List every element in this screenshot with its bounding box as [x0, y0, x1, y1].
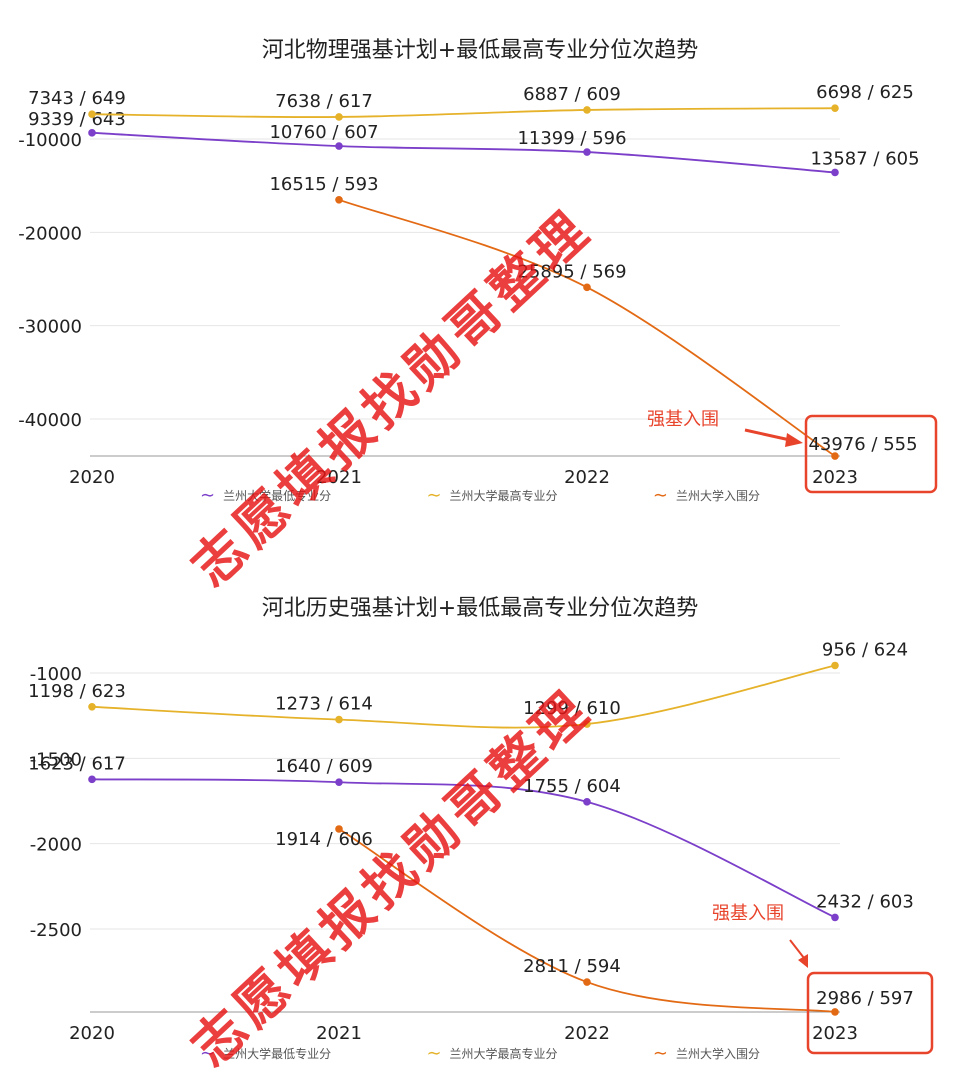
data-label: 1755 / 604	[523, 776, 621, 797]
legend-label: 兰州大学最低专业分	[223, 489, 332, 503]
data-label: 7638 / 617	[275, 91, 373, 112]
x-tick-label: 2023	[812, 467, 858, 488]
legend-item-admit[interactable]: ∼ 兰州大学入围分	[652, 1042, 760, 1064]
callout-arrowhead	[798, 954, 808, 968]
data-label: 1914 / 606	[275, 829, 373, 850]
legend-item-max[interactable]: ∼ 兰州大学最高专业分	[426, 484, 558, 506]
data-label: 2811 / 594	[523, 956, 621, 977]
legend-item-admit[interactable]: ∼ 兰州大学入围分	[652, 484, 760, 506]
data-label: 43976 / 555	[808, 434, 917, 455]
callout-arrow	[744, 428, 791, 442]
data-label: 1623 / 617	[28, 753, 126, 774]
x-tick-label: 2021	[316, 1023, 362, 1044]
legend: ∼ 兰州大学最低专业分 ∼ 兰州大学最高专业分 ∼ 兰州大学入围分	[200, 1042, 760, 1064]
data-point	[831, 168, 839, 177]
data-point	[583, 798, 591, 806]
data-label: 7343 / 649	[28, 88, 126, 109]
data-point	[583, 720, 591, 728]
callout-box	[804, 414, 938, 494]
legend-label: 兰州大学最低专业分	[223, 1047, 332, 1061]
data-point	[335, 825, 343, 833]
chart-title: 河北历史强基计划+最低最高专业分位次趋势	[261, 596, 699, 621]
series-line	[91, 131, 836, 174]
data-label: 6698 / 625	[816, 82, 914, 103]
data-label: 6887 / 609	[523, 84, 621, 105]
data-point	[583, 148, 591, 156]
legend-label: 兰州大学入围分	[675, 489, 760, 503]
data-point	[831, 1008, 839, 1016]
legend-swatch-icon: ∼	[652, 1042, 668, 1064]
data-point	[88, 110, 96, 119]
x-tick-label: 2022	[564, 467, 610, 488]
y-tick-label: -1500	[30, 749, 82, 770]
data-point	[335, 715, 343, 724]
legend-label: 兰州大学最高专业分	[449, 489, 558, 503]
data-point	[335, 196, 343, 204]
legend-swatch-icon: ∼	[426, 1042, 442, 1064]
data-point	[335, 113, 343, 121]
legend-label: 兰州大学最高专业分	[449, 1047, 558, 1061]
data-label: 9339 / 643	[28, 109, 126, 130]
x-tick-label: 2021	[316, 467, 362, 488]
legend-item-min[interactable]: ∼ 兰州大学最低专业分	[200, 484, 332, 506]
x-tick-label: 2020	[69, 467, 115, 488]
data-label: 1299 / 610	[523, 698, 621, 719]
data-label: 1273 / 614	[275, 694, 373, 715]
y-tick-label: -2000	[30, 835, 82, 856]
data-point	[88, 129, 96, 137]
data-point	[335, 142, 343, 150]
legend-label: 兰州大学入围分	[675, 1047, 760, 1061]
legend-swatch-icon: ∼	[652, 484, 668, 506]
x-tick-label: 2020	[69, 1023, 115, 1044]
data-point	[335, 778, 343, 787]
callout-box	[806, 971, 934, 1055]
data-label: 10760 / 607	[269, 122, 378, 143]
data-label: 16515 / 593	[269, 174, 378, 195]
legend-swatch-icon: ∼	[200, 1042, 216, 1064]
data-label: 1640 / 609	[275, 756, 373, 777]
chart-title: 河北物理强基计划+最低最高专业分位次趋势	[261, 38, 699, 63]
data-label: 956 / 624	[822, 639, 908, 660]
y-tick-label: -2500	[30, 920, 82, 941]
legend-item-min[interactable]: ∼ 兰州大学最低专业分	[200, 1042, 332, 1064]
data-label: 2986 / 597	[816, 988, 914, 1009]
data-point	[831, 661, 839, 670]
chart-panel-history: 河北历史强基计划+最低最高专业分位次趋势 -1000 -1500 -2000 -250…	[0, 540, 960, 1085]
x-tick-label: 2023	[812, 1023, 858, 1044]
data-point	[583, 283, 591, 292]
callout-arrowhead	[785, 433, 803, 447]
data-point	[831, 104, 839, 112]
y-tick-label: -30000	[18, 317, 82, 338]
y-tick-label: -10000	[18, 130, 82, 151]
x-tick-label: 2022	[564, 1023, 610, 1044]
legend-swatch-icon: ∼	[200, 484, 216, 506]
y-tick-label: -20000	[18, 223, 82, 244]
data-label: 1198 / 623	[28, 681, 126, 702]
data-label: 2432 / 603	[816, 891, 914, 912]
chart-svg-history: -1000 -1500 -2000 -2500 2020 2021 2022 2023 1623…	[28, 639, 934, 1055]
data-label: 13587 / 605	[810, 148, 919, 169]
chart-svg-physics: -10000 -20000 -30000 -40000 2020 2021 2022 2023…	[18, 82, 938, 494]
data-label: 25895 / 569	[517, 261, 626, 282]
y-tick-label: -1000	[30, 664, 82, 685]
data-point	[831, 913, 839, 922]
y-tick-label: -40000	[18, 410, 82, 431]
data-point	[583, 106, 591, 114]
data-label: 11399 / 596	[517, 128, 626, 149]
legend-swatch-icon: ∼	[426, 484, 442, 506]
callout-arrow	[789, 939, 805, 959]
series-line	[91, 778, 836, 919]
legend: ∼ 兰州大学最低专业分 ∼ 兰州大学最高专业分 ∼ 兰州大学入围分	[200, 484, 760, 506]
callout-label: 强基入围	[647, 409, 719, 430]
series-line	[91, 664, 836, 729]
data-point	[583, 978, 591, 986]
callout-label: 强基入围	[712, 903, 784, 924]
chart-panel-physics: 河北物理强基计划+最低最高专业分位次趋势 -10000 -20000 -30000-…	[0, 0, 960, 598]
data-point	[88, 775, 96, 784]
data-point	[831, 452, 839, 460]
legend-item-max[interactable]: ∼ 兰州大学最高专业分	[426, 1042, 558, 1064]
series-line	[91, 107, 836, 118]
data-point	[88, 702, 96, 711]
